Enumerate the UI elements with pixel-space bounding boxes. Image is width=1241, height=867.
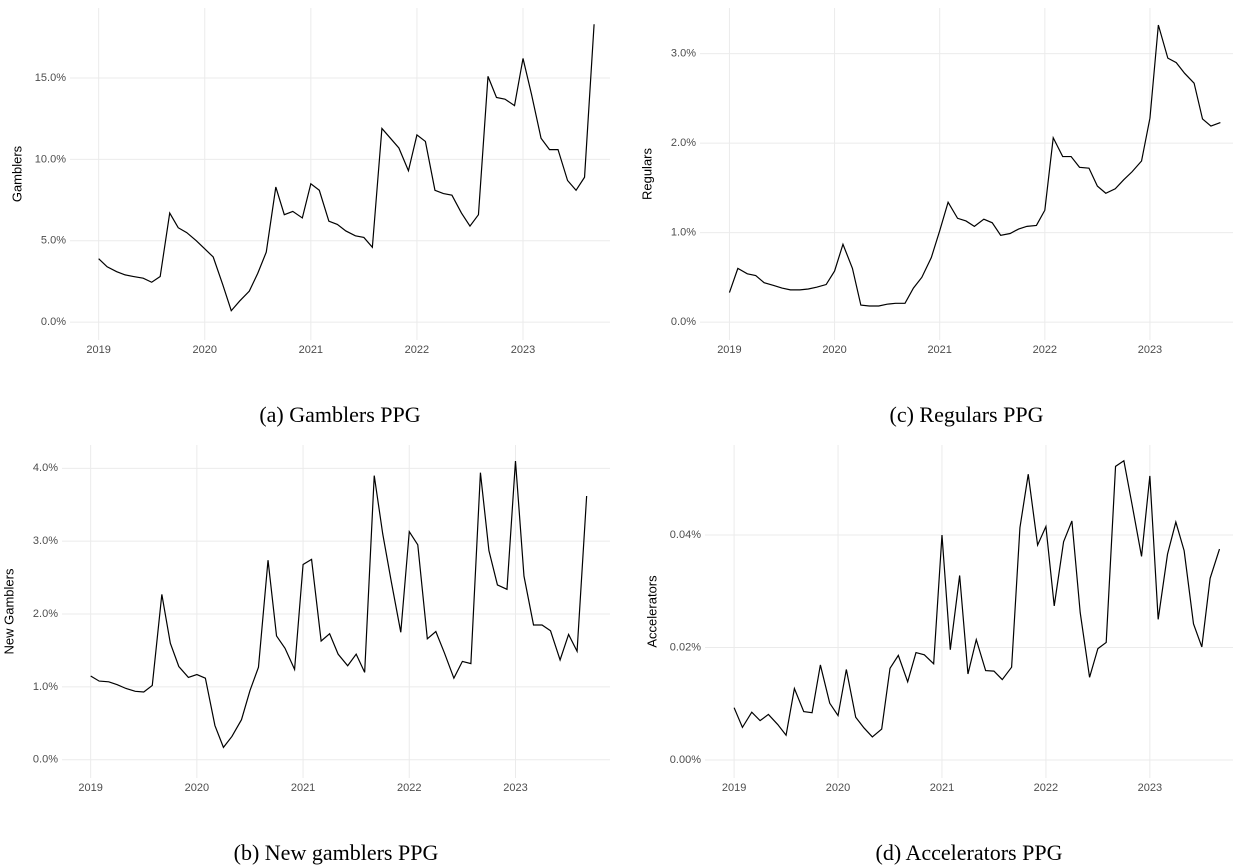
x-tick-label: 2019 [78,782,102,794]
x-tick-label: 2022 [1033,344,1057,356]
y-tick-label: 0.0% [671,316,696,328]
x-tick-label: 2020 [192,344,216,356]
y-tick-label: 2.0% [33,608,58,620]
x-tick-label: 2023 [503,782,527,794]
x-tick-label: 2021 [927,344,951,356]
data-line [90,460,588,749]
x-tick-label: 2023 [1138,344,1162,356]
x-tick-label: 2019 [86,344,110,356]
y-axis-title: Accelerators [644,575,659,648]
x-tick-label: 2021 [930,782,954,794]
y-tick-label: 3.0% [33,535,58,547]
y-tick-label: 1.0% [671,227,696,239]
y-tick-label: 0.00% [670,754,701,766]
caption: (c) Regulars PPG [890,402,1044,427]
y-tick-label: 0.0% [41,316,66,328]
caption: (d) Accelerators PPG [876,840,1063,865]
y-tick-label: 5.0% [41,235,66,247]
y-tick-label: 0.02% [670,641,701,653]
data-line [728,24,1221,307]
caption: (b) New gamblers PPG [234,840,439,865]
data-line [733,459,1221,738]
y-tick-label: 10.0% [35,153,66,165]
x-tick-label: 2021 [299,344,323,356]
data-line [98,24,595,312]
x-tick-label: 2019 [717,344,741,356]
y-axis-title: Gamblers [9,145,24,202]
x-tick-label: 2023 [1138,782,1162,794]
y-axis-title: Regulars [639,147,654,200]
caption: (a) Gamblers PPG [259,402,420,427]
x-tick-label: 2022 [397,782,421,794]
y-tick-label: 0.0% [33,754,58,766]
x-tick-label: 2019 [722,782,746,794]
y-tick-label: 2.0% [671,137,696,149]
y-tick-label: 15.0% [35,72,66,84]
x-tick-label: 2022 [405,344,429,356]
x-tick-label: 2020 [826,782,850,794]
y-axis-title: New Gamblers [1,568,16,654]
y-tick-label: 4.0% [33,462,58,474]
x-tick-label: 2021 [291,782,315,794]
y-tick-label: 0.04% [670,529,701,541]
x-tick-label: 2022 [1034,782,1058,794]
y-tick-label: 1.0% [33,681,58,693]
x-tick-label: 2023 [511,344,535,356]
x-tick-label: 2020 [185,782,209,794]
x-tick-label: 2020 [822,344,846,356]
y-tick-label: 3.0% [671,48,696,60]
